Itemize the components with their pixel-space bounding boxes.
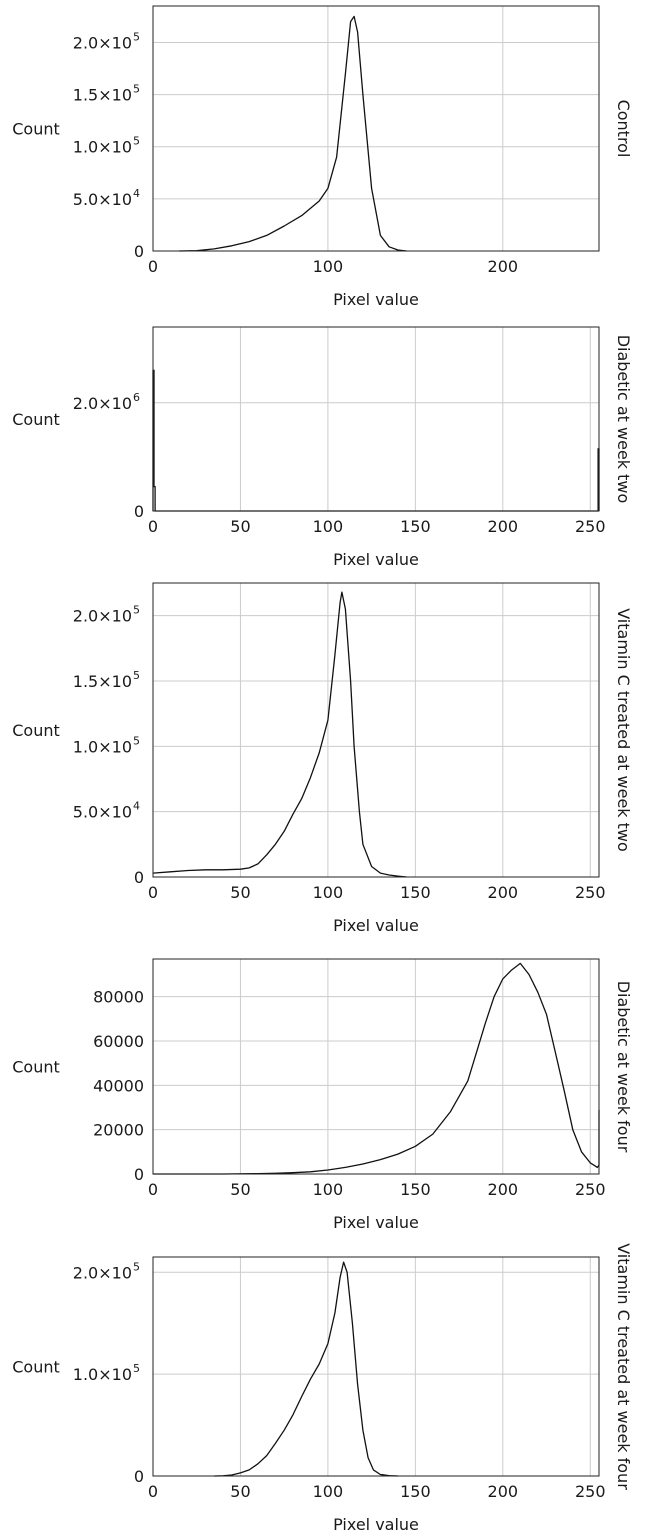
y-tick-exponent: 4 <box>133 800 140 813</box>
y-axis-label: Count <box>12 1358 60 1377</box>
x-tick-label: 0 <box>148 517 158 536</box>
panel-side-label: Vitamin C treated at week four <box>614 1243 633 1490</box>
y-tick-label: 60000 <box>93 1032 144 1051</box>
y-tick-label: 0 <box>134 242 144 261</box>
x-tick-label: 250 <box>575 1482 606 1501</box>
plot-frame <box>152 582 600 878</box>
plot-frame <box>152 326 600 512</box>
x-tick-label: 200 <box>488 257 519 276</box>
x-axis-label: Pixel value <box>333 1515 419 1534</box>
y-tick-exponent: 5 <box>133 734 140 747</box>
y-tick-label: 20000 <box>93 1121 144 1140</box>
x-tick-label: 250 <box>575 1180 606 1199</box>
x-tick-label: 0 <box>148 1482 158 1501</box>
histogram-line <box>153 962 600 1175</box>
y-tick-label: 2.0×10 <box>73 607 132 626</box>
y-tick-label: 1.0×10 <box>73 1365 132 1384</box>
x-tick-label: 150 <box>400 1180 431 1199</box>
panel-side-label: Diabetic at week two <box>614 335 633 504</box>
panel-side-label: Control <box>614 100 633 158</box>
y-tick-label: 5.0×10 <box>73 190 132 209</box>
x-tick-label: 200 <box>488 517 519 536</box>
plot-frame <box>152 5 600 252</box>
x-tick-label: 0 <box>148 1180 158 1199</box>
y-tick-exponent: 5 <box>133 604 140 617</box>
x-tick-label: 0 <box>148 257 158 276</box>
y-tick-label: 1.5×10 <box>73 672 132 691</box>
histogram-line <box>214 1261 398 1477</box>
x-tick-label: 100 <box>313 1180 344 1199</box>
x-axis-label: Pixel value <box>333 916 419 935</box>
x-tick-label: 200 <box>488 1482 519 1501</box>
x-tick-label: 150 <box>400 517 431 536</box>
plot-frame <box>152 958 600 1175</box>
x-tick-label: 100 <box>313 1482 344 1501</box>
y-tick-exponent: 5 <box>133 1260 140 1273</box>
x-tick-label: 150 <box>400 883 431 902</box>
y-tick-label: 40000 <box>93 1076 144 1095</box>
y-tick-exponent: 5 <box>133 669 140 682</box>
y-tick-exponent: 5 <box>133 135 140 148</box>
y-tick-label: 2.0×10 <box>73 33 132 52</box>
histogram-line <box>152 591 407 878</box>
y-tick-exponent: 6 <box>133 391 140 404</box>
y-tick-label: 0 <box>134 502 144 521</box>
y-tick-label: 1.5×10 <box>73 86 132 105</box>
y-axis-label: Count <box>12 721 60 740</box>
y-tick-label: 2.0×10 <box>73 394 132 413</box>
y-axis-label: Count <box>12 120 60 139</box>
y-tick-exponent: 5 <box>133 83 140 96</box>
histogram-panel-4: 0 50 100 150 200 250 0 20000 40000 60000 80000 Pixe… <box>12 958 633 1232</box>
x-tick-label: 50 <box>230 517 250 536</box>
x-tick-label: 50 <box>230 883 250 902</box>
x-axis-label: Pixel value <box>333 550 419 569</box>
y-tick-label: 1.0×10 <box>73 138 132 157</box>
x-axis-label: Pixel value <box>333 1213 419 1232</box>
histogram-panel-2: 0 50 100 150 200 250 0 2.0×10 6 Pixel value Count D… <box>12 326 633 569</box>
x-tick-label: 200 <box>488 883 519 902</box>
x-tick-label: 0 <box>148 883 158 902</box>
plot-frame <box>152 1256 600 1477</box>
y-tick-label: 1.0×10 <box>73 737 132 756</box>
x-tick-label: 200 <box>488 1180 519 1199</box>
histogram-line <box>152 369 600 512</box>
x-tick-label: 100 <box>313 517 344 536</box>
x-axis-label: Pixel value <box>333 290 419 309</box>
y-tick-exponent: 4 <box>133 187 140 200</box>
x-tick-label: 100 <box>313 883 344 902</box>
x-tick-label: 250 <box>575 517 606 536</box>
panel-side-label: Vitamin C treated at week two <box>614 608 633 852</box>
x-tick-label: 250 <box>575 883 606 902</box>
y-tick-exponent: 5 <box>133 30 140 43</box>
y-tick-label: 2.0×10 <box>73 1263 132 1282</box>
histogram-line <box>179 15 407 252</box>
x-tick-label: 50 <box>230 1180 250 1199</box>
y-tick-label: 0 <box>134 868 144 887</box>
x-tick-label: 150 <box>400 1482 431 1501</box>
x-tick-label: 100 <box>313 257 344 276</box>
y-tick-exponent: 5 <box>133 1362 140 1375</box>
y-tick-label: 0 <box>134 1165 144 1184</box>
panel-side-label: Diabetic at week four <box>614 981 633 1153</box>
y-tick-label: 0 <box>134 1467 144 1486</box>
y-tick-label: 5.0×10 <box>73 803 132 822</box>
y-tick-label: 80000 <box>93 988 144 1007</box>
y-axis-label: Count <box>12 1058 60 1077</box>
x-tick-label: 50 <box>230 1482 250 1501</box>
y-axis-label: Count <box>12 410 60 429</box>
